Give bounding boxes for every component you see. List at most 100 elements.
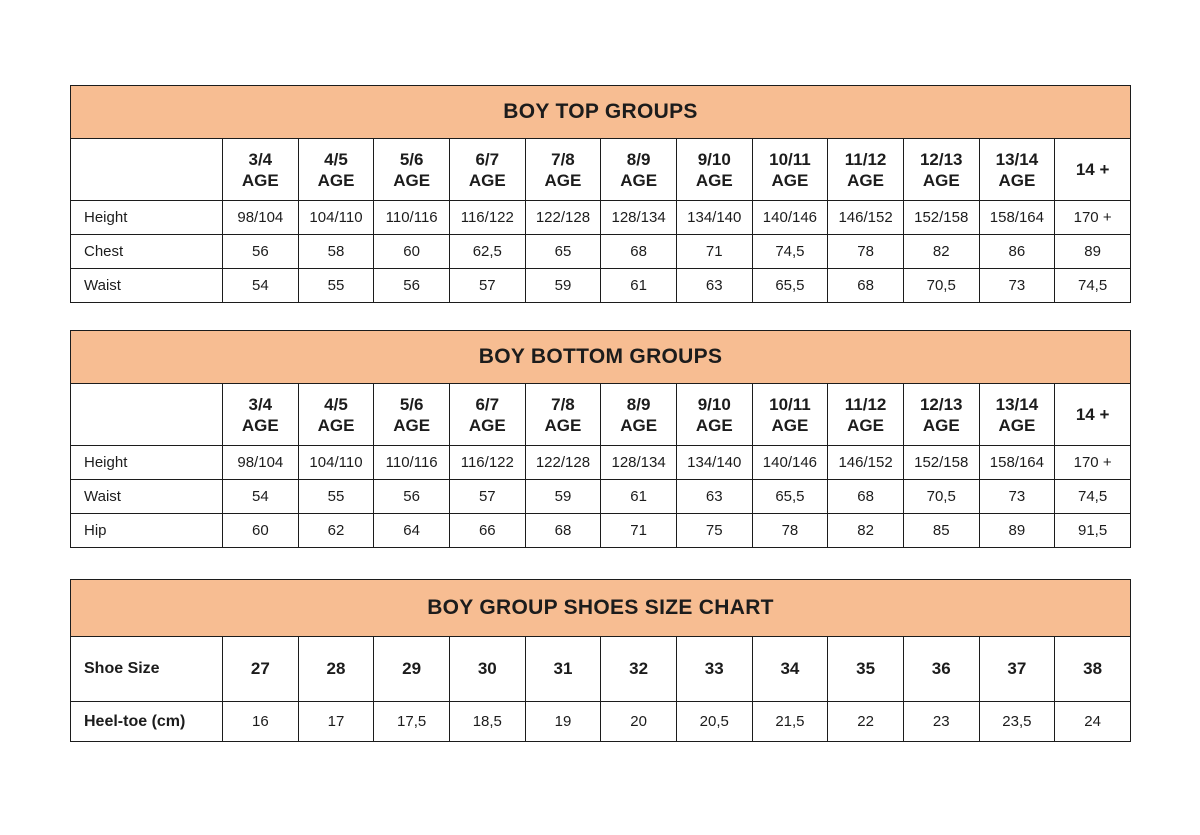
cell-value: 73 bbox=[978, 268, 1056, 303]
age-caption: AGE bbox=[922, 415, 960, 435]
table-title: BOY TOP GROUPS bbox=[70, 85, 1131, 139]
cell-value: 20,5 bbox=[675, 701, 753, 742]
cell-value: 35 bbox=[827, 636, 904, 702]
table-title: BOY GROUP SHOES SIZE CHART bbox=[70, 579, 1131, 637]
cell-value: 31 bbox=[524, 636, 602, 702]
age-header: 12/13 AGE bbox=[902, 138, 980, 201]
age-caption: AGE bbox=[241, 170, 279, 190]
cell-value: 65 bbox=[524, 234, 602, 269]
age-range: 12/13 bbox=[919, 149, 963, 169]
cell-value: 54 bbox=[222, 479, 299, 514]
cell-value: 74,5 bbox=[1054, 479, 1131, 514]
age-header-row: 3/4 AGE 4/5 AGE 5/6 AGE 6/7 AGE 7/8 AGE 8/9 AG… bbox=[70, 138, 1131, 201]
cell-value: 23 bbox=[902, 701, 980, 742]
cell-value: 152/158 bbox=[902, 200, 980, 235]
age-range: 9/10 bbox=[697, 394, 731, 414]
age-header-row: 3/4 AGE 4/5 AGE 5/6 AGE 6/7 AGE 7/8 AGE 8/9 AG… bbox=[70, 383, 1131, 446]
age-caption: AGE bbox=[393, 415, 431, 435]
cell-value: 68 bbox=[827, 268, 904, 303]
age-caption: AGE bbox=[847, 415, 884, 435]
cell-value: 59 bbox=[524, 479, 602, 514]
table-row-heel-toe: Heel-toe (cm) 16 17 17,5 18,5 19 20 20,5… bbox=[70, 701, 1131, 742]
cell-value: 55 bbox=[297, 479, 375, 514]
cell-value: 71 bbox=[600, 513, 677, 548]
cell-value: 27 bbox=[222, 636, 299, 702]
age-range: 3/4 bbox=[248, 394, 273, 414]
cell-value: 71 bbox=[675, 234, 753, 269]
cell-value: 104/110 bbox=[297, 445, 375, 480]
cell-value: 61 bbox=[600, 268, 677, 303]
cell-value: 21,5 bbox=[751, 701, 829, 742]
age-range: 13/14 bbox=[995, 394, 1039, 414]
age-header: 9/10 AGE bbox=[675, 138, 753, 201]
age-caption: AGE bbox=[544, 170, 582, 190]
cell-value: 60 bbox=[373, 234, 450, 269]
age-range: 6/7 bbox=[475, 394, 500, 414]
row-label: Height bbox=[70, 445, 223, 480]
age-caption: AGE bbox=[771, 170, 809, 190]
age-caption: AGE bbox=[393, 170, 431, 190]
cell-value: 17,5 bbox=[373, 701, 450, 742]
cell-value: 128/134 bbox=[600, 200, 677, 235]
age-caption: AGE bbox=[468, 415, 506, 435]
age-range: 10/11 bbox=[769, 394, 811, 414]
age-header: 14 + bbox=[1054, 383, 1131, 446]
cell-value: 73 bbox=[978, 479, 1056, 514]
cell-value: 70,5 bbox=[902, 479, 980, 514]
cell-value: 98/104 bbox=[222, 200, 299, 235]
boy-shoes-size-table: BOY GROUP SHOES SIZE CHART Shoe Size 27 … bbox=[70, 579, 1131, 742]
cell-value: 59 bbox=[524, 268, 602, 303]
cell-value: 16 bbox=[222, 701, 299, 742]
cell-value: 104/110 bbox=[297, 200, 375, 235]
cell-value: 24 bbox=[1054, 701, 1131, 742]
cell-value: 65,5 bbox=[751, 268, 829, 303]
size-chart-sheet: BOY TOP GROUPS 3/4 AGE 4/5 AGE 5/6 AGE 6/7 A… bbox=[70, 85, 1131, 742]
corner-cell bbox=[70, 383, 223, 446]
cell-value: 98/104 bbox=[222, 445, 299, 480]
age-header: 13/14 AGE bbox=[978, 383, 1056, 446]
cell-value: 34 bbox=[751, 636, 829, 702]
cell-value: 61 bbox=[600, 479, 677, 514]
cell-value: 63 bbox=[675, 479, 753, 514]
age-header: 5/6 AGE bbox=[373, 383, 450, 446]
table-row-height: Height 98/104 104/110 110/116 116/122 12… bbox=[70, 445, 1131, 480]
cell-value: 152/158 bbox=[902, 445, 980, 480]
age-range: 14 + bbox=[1075, 405, 1110, 424]
cell-value: 140/146 bbox=[751, 200, 829, 235]
age-range: 12/13 bbox=[919, 394, 963, 414]
table-title-row: BOY TOP GROUPS bbox=[70, 85, 1131, 139]
cell-value: 38 bbox=[1054, 636, 1131, 702]
cell-value: 57 bbox=[448, 479, 526, 514]
cell-value: 62 bbox=[297, 513, 375, 548]
age-header: 6/7 AGE bbox=[448, 138, 526, 201]
age-caption: AGE bbox=[695, 170, 733, 190]
age-header: 8/9 AGE bbox=[600, 383, 677, 446]
age-header: 11/12 AGE bbox=[827, 383, 904, 446]
cell-value: 29 bbox=[373, 636, 450, 702]
age-range: 13/14 bbox=[995, 149, 1039, 169]
cell-value: 64 bbox=[373, 513, 450, 548]
cell-value: 158/164 bbox=[978, 445, 1056, 480]
cell-value: 134/140 bbox=[675, 200, 753, 235]
age-caption: AGE bbox=[998, 170, 1036, 190]
row-label: Hip bbox=[70, 513, 223, 548]
cell-value: 56 bbox=[373, 479, 450, 514]
cell-value: 32 bbox=[600, 636, 677, 702]
cell-value: 20 bbox=[600, 701, 677, 742]
cell-value: 158/164 bbox=[978, 200, 1056, 235]
age-range: 10/11 bbox=[769, 149, 811, 169]
cell-value: 63 bbox=[675, 268, 753, 303]
cell-value: 17 bbox=[297, 701, 375, 742]
age-header: 5/6 AGE bbox=[373, 138, 450, 201]
cell-value: 74,5 bbox=[1054, 268, 1131, 303]
cell-value: 70,5 bbox=[902, 268, 980, 303]
age-range: 7/8 bbox=[551, 394, 575, 414]
corner-cell bbox=[70, 138, 223, 201]
cell-value: 28 bbox=[297, 636, 375, 702]
cell-value: 62,5 bbox=[448, 234, 526, 269]
row-label: Height bbox=[70, 200, 223, 235]
cell-value: 57 bbox=[448, 268, 526, 303]
table-title-row: BOY GROUP SHOES SIZE CHART bbox=[70, 579, 1131, 637]
table-row-waist: Waist 54 55 56 57 59 61 63 65,5 68 70,5 … bbox=[70, 268, 1131, 303]
age-header: 4/5 AGE bbox=[297, 138, 375, 201]
